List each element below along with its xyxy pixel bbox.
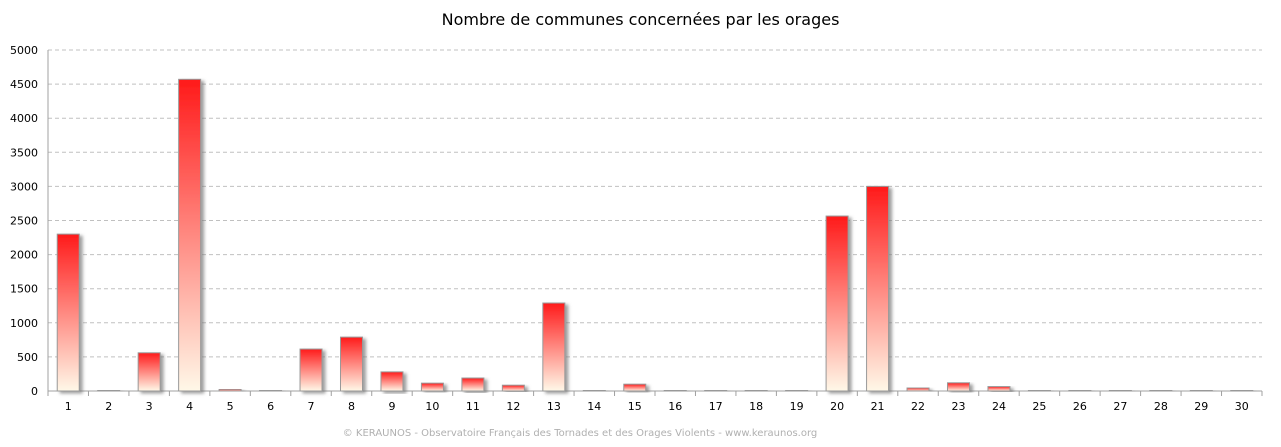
x-tick-label: 16 (668, 400, 682, 413)
x-tick-label: 22 (911, 400, 925, 413)
bar-27 (1108, 390, 1132, 392)
x-tick-label: 7 (308, 400, 315, 413)
x-tick-label: 3 (146, 400, 153, 413)
x-tick-label: 15 (628, 400, 642, 413)
y-tick-label: 3000 (10, 180, 38, 193)
bar-10 (420, 382, 444, 392)
x-tick-label: 18 (749, 400, 763, 413)
x-tick-label: 17 (709, 400, 723, 413)
bar-20 (825, 215, 849, 392)
x-tick-label: 13 (547, 400, 561, 413)
x-tick-label: 21 (871, 400, 885, 413)
y-tick-label: 4500 (10, 78, 38, 91)
bar-2 (97, 389, 121, 392)
x-tick-label: 6 (267, 400, 274, 413)
x-tick-label: 5 (227, 400, 234, 413)
bar-6 (259, 390, 283, 392)
bar-5 (218, 388, 242, 392)
x-tick-label: 12 (506, 400, 520, 413)
bar-30 (1230, 390, 1254, 392)
bar-25 (1027, 390, 1051, 392)
x-tick-label: 24 (992, 400, 1006, 413)
bar-7 (299, 348, 323, 392)
bar-12 (501, 384, 525, 392)
y-tick-label: 2500 (10, 215, 38, 228)
x-tick-label: 23 (952, 400, 966, 413)
x-tick-label: 26 (1073, 400, 1087, 413)
x-tick-label: 30 (1235, 400, 1249, 413)
bar-11 (461, 377, 485, 392)
x-tick-label: 9 (388, 400, 395, 413)
bar-9 (380, 371, 404, 392)
y-tick-label: 4000 (10, 112, 38, 125)
bar-22 (906, 387, 930, 392)
bar-17 (704, 390, 728, 392)
bar-24 (987, 386, 1011, 392)
y-tick-label: 2000 (10, 249, 38, 262)
bar-4 (178, 78, 202, 392)
x-tick-label: 10 (425, 400, 439, 413)
x-tick-label: 27 (1113, 400, 1127, 413)
y-tick-label: 3500 (10, 146, 38, 159)
bar-19 (785, 389, 809, 392)
bar-14 (582, 390, 606, 392)
bar-15 (623, 383, 647, 392)
x-tick-label: 1 (65, 400, 72, 413)
x-tick-label: 11 (466, 400, 480, 413)
x-tick-label: 29 (1194, 400, 1208, 413)
chart-title: Nombre de communes concernées par les or… (441, 10, 840, 29)
x-tick-label: 28 (1154, 400, 1168, 413)
bar-23 (947, 382, 970, 392)
y-tick-label: 1000 (10, 317, 38, 330)
y-tick-label: 0 (31, 385, 38, 398)
bar-26 (1068, 390, 1092, 392)
bar-29 (1189, 390, 1213, 392)
bar-3 (137, 352, 161, 392)
footer-credit: © KERAUNOS - Observatoire Français des T… (342, 428, 818, 439)
x-tick-label: 8 (348, 400, 355, 413)
bar-8 (340, 336, 363, 392)
y-tick-label: 1500 (10, 283, 38, 296)
x-tick-label: 19 (790, 400, 804, 413)
bar-13 (542, 302, 566, 392)
y-tick-label: 5000 (10, 44, 38, 57)
bar-28 (1149, 390, 1173, 392)
x-tick-label: 20 (830, 400, 844, 413)
bar-16 (663, 390, 687, 392)
x-tick-label: 4 (186, 400, 193, 413)
bar-21 (866, 185, 890, 392)
x-tick-label: 25 (1032, 400, 1046, 413)
x-tick-label: 14 (587, 400, 601, 413)
bar-1 (56, 233, 80, 392)
bar-18 (744, 390, 768, 392)
x-tick-label: 2 (105, 400, 112, 413)
y-tick-label: 500 (17, 351, 38, 364)
